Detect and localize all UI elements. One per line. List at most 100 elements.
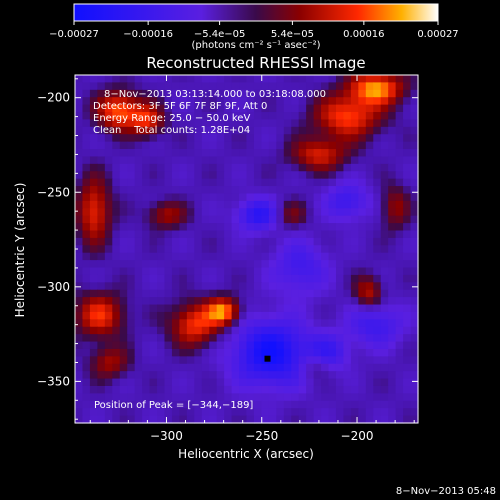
heatmap-cell <box>171 274 180 283</box>
heatmap-cell <box>395 245 404 254</box>
heatmap-cell <box>283 319 292 328</box>
heatmap-cell <box>194 334 203 343</box>
heatmap-cell <box>298 267 307 276</box>
heatmap-cell <box>283 126 292 135</box>
heatmap-cell <box>97 141 106 150</box>
heatmap-cell <box>149 237 158 246</box>
heatmap-cell <box>283 208 292 217</box>
heatmap-cell <box>75 393 84 402</box>
heatmap-cell <box>380 282 389 291</box>
heatmap-cell <box>268 378 277 387</box>
heatmap-cell <box>350 326 359 335</box>
heatmap-cell <box>261 408 270 417</box>
heatmap-cell <box>104 378 113 387</box>
heatmap-cell <box>171 363 180 372</box>
heatmap-cell <box>157 178 166 187</box>
heatmap-cell <box>89 186 98 195</box>
heatmap-cell <box>157 193 166 202</box>
heatmap-cell <box>268 126 277 135</box>
y-tick-label: −200 <box>37 91 70 105</box>
heatmap-cell <box>276 112 285 121</box>
heatmap-cell <box>142 97 151 106</box>
heatmap-cell <box>343 311 352 320</box>
heatmap-cell <box>149 141 158 150</box>
heatmap-cell <box>261 89 270 98</box>
heatmap-cell <box>291 75 300 83</box>
heatmap-cell <box>104 156 113 165</box>
heatmap-cell <box>97 208 106 217</box>
heatmap-cell <box>283 245 292 254</box>
heatmap-cell <box>261 171 270 180</box>
heatmap-cell <box>365 393 374 402</box>
heatmap-cell <box>253 415 263 424</box>
heatmap-cell <box>164 171 173 180</box>
heatmap-cell <box>246 186 255 195</box>
heatmap-cell <box>253 126 263 135</box>
heatmap-cell <box>164 282 173 291</box>
heatmap-cell <box>194 200 203 209</box>
heatmap-cell <box>239 89 248 98</box>
heatmap-cell <box>388 245 397 254</box>
heatmap-cell <box>268 82 277 91</box>
heatmap-cell <box>224 186 233 195</box>
heatmap-cell <box>127 230 136 239</box>
heatmap-cell <box>209 385 218 394</box>
heatmap-cell <box>171 245 180 254</box>
heatmap-cell <box>410 326 419 335</box>
heatmap-cell <box>306 215 315 224</box>
heatmap-cell <box>276 230 285 239</box>
heatmap-cell <box>112 149 121 158</box>
heatmap-cell <box>112 97 121 106</box>
heatmap-cell <box>380 326 389 335</box>
heatmap-cell <box>171 267 180 276</box>
heatmap-cell <box>104 215 113 224</box>
heatmap-cell <box>216 178 225 187</box>
heatmap-cell <box>343 193 352 202</box>
heatmap-cell <box>82 341 91 350</box>
heatmap-cell <box>127 385 136 394</box>
heatmap-cell <box>119 363 128 372</box>
heatmap-cell <box>164 126 173 135</box>
heatmap-cell <box>171 260 180 269</box>
heatmap-cell <box>171 112 180 121</box>
heatmap-cell <box>350 274 359 283</box>
heatmap-cell <box>104 356 113 365</box>
heatmap-cell <box>253 319 263 328</box>
heatmap-cell <box>268 363 277 372</box>
heatmap-cell <box>328 186 337 195</box>
heatmap-cell <box>328 319 337 328</box>
heatmap-cell <box>321 163 330 172</box>
heatmap-cell <box>89 252 98 261</box>
heatmap-cell <box>388 415 397 424</box>
heatmap-cell <box>410 282 419 291</box>
heatmap-cell <box>291 97 300 106</box>
heatmap-cell <box>186 415 195 424</box>
heatmap-cell <box>253 112 263 121</box>
heatmap-cell <box>403 245 412 254</box>
heatmap-cell <box>298 134 307 143</box>
heatmap-cell <box>142 156 151 165</box>
heatmap-cell <box>119 178 128 187</box>
heatmap-cell <box>179 319 188 328</box>
heatmap-cell <box>239 319 248 328</box>
heatmap-cell <box>365 200 374 209</box>
heatmap-cell <box>276 178 285 187</box>
heatmap-cell <box>365 408 374 417</box>
heatmap-cells <box>75 75 419 424</box>
heatmap-cell <box>328 134 337 143</box>
heatmap-cell <box>209 415 218 424</box>
heatmap-cell <box>350 200 359 209</box>
heatmap-cell <box>239 297 248 306</box>
heatmap-cell <box>283 311 292 320</box>
colorbar <box>73 3 439 22</box>
heatmap-cell <box>268 348 277 357</box>
heatmap-cell <box>201 149 210 158</box>
heatmap-cell <box>112 311 121 320</box>
heatmap-cell <box>157 163 166 172</box>
heatmap-cell <box>119 97 128 106</box>
heatmap-cell <box>142 326 151 335</box>
heatmap-cell <box>149 75 158 83</box>
heatmap-cell <box>358 304 367 313</box>
heatmap-cell <box>186 348 195 357</box>
heatmap-cell <box>343 200 352 209</box>
